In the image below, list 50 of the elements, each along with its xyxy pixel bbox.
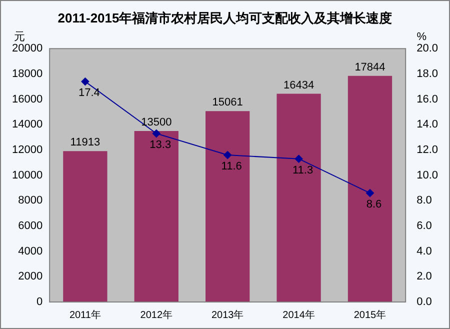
y-tick-label: 6000 xyxy=(18,220,43,232)
bar xyxy=(63,151,108,302)
y-tick-label: 10000 xyxy=(12,169,43,182)
y2-tick-label: 2.0 xyxy=(416,270,432,283)
y2-tick-label: 4.0 xyxy=(416,245,432,258)
bar xyxy=(206,111,250,302)
x-tick-label: 2012年 xyxy=(140,308,173,321)
point xyxy=(366,189,374,198)
y2-tick-label: 14.0 xyxy=(416,118,438,131)
x-tick-label: 2011年 xyxy=(69,308,101,321)
data-label: 11.6 xyxy=(221,160,242,173)
bar xyxy=(134,130,178,302)
y-tick-label: 12000 xyxy=(12,144,43,156)
y-tick-label: 2000 xyxy=(18,270,43,283)
y2-tick-label: 16.0 xyxy=(416,93,438,106)
y-tick-label: 18000 xyxy=(12,68,43,80)
x-tick-label: 2014年 xyxy=(282,308,315,321)
y2-tick-label: 10.0 xyxy=(416,169,438,182)
y-axis-title: 元 xyxy=(14,31,26,44)
data-label: 13.3 xyxy=(150,139,172,152)
bar xyxy=(276,94,321,302)
y2-tick-label: 20.0 xyxy=(416,42,438,55)
data-label: 11.3 xyxy=(292,164,314,176)
y-tick-label: 4000 xyxy=(18,245,43,258)
y-tick-label: 0 xyxy=(36,296,43,308)
x-tick-label: 2015年 xyxy=(354,308,386,321)
data-label: 16434 xyxy=(283,79,314,92)
y2-tick-label: 0.0 xyxy=(416,296,432,308)
y-tick-label: 20000 xyxy=(12,42,43,55)
data-label: 17.4 xyxy=(78,87,100,100)
bar xyxy=(348,76,392,302)
data-label: 13500 xyxy=(141,116,172,128)
y-tick-label: 8000 xyxy=(18,194,43,207)
point xyxy=(152,129,160,138)
y2-tick-label: 18.0 xyxy=(416,68,438,80)
data-label: 15061 xyxy=(212,96,243,109)
chart-title: 2011-2015年福清市农村居民人均可支配收入及其增长速度 xyxy=(58,10,392,26)
data-label: 17844 xyxy=(354,61,386,74)
point xyxy=(224,151,232,160)
y-tick-label: 16000 xyxy=(12,93,43,106)
y2-tick-label: 12.0 xyxy=(416,144,438,156)
data-label: 11913 xyxy=(70,136,100,149)
y2-tick-label: 8.0 xyxy=(416,194,432,207)
point xyxy=(294,154,303,163)
y2-tick-label: 6.0 xyxy=(416,220,432,232)
x-tick-label: 2013年 xyxy=(211,308,244,321)
y2-axis-title: % xyxy=(416,31,427,44)
y-tick-label: 14000 xyxy=(12,118,43,131)
data-label: 8.6 xyxy=(366,198,382,211)
point xyxy=(81,78,90,86)
